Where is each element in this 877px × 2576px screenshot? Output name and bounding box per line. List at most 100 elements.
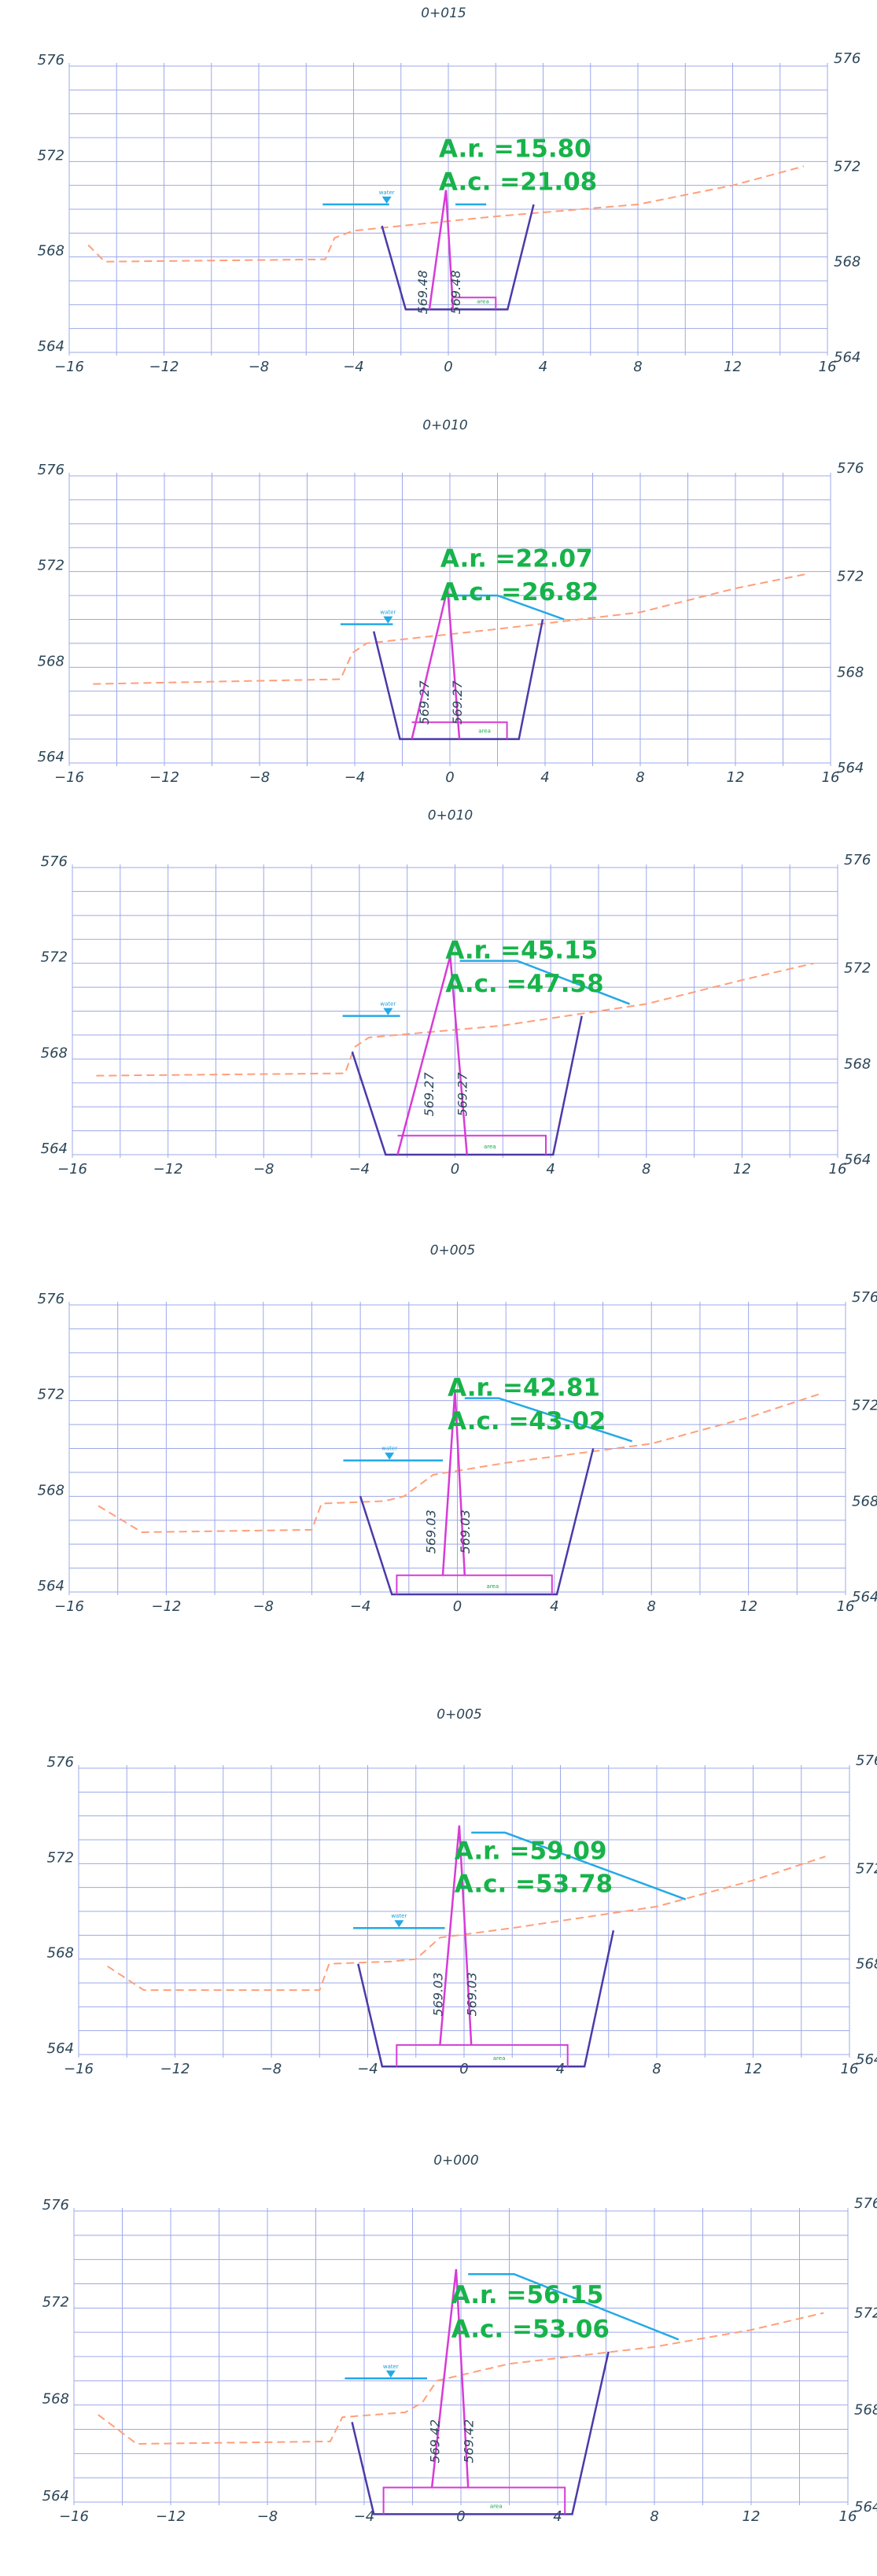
x-tick-label: 12 (733, 1161, 751, 1177)
section-panel: 0+005 −16 −12 −8 −4 0 4 8 12 16 576 572 568 564 576 572… (38, 1243, 877, 1615)
water-level-icon (394, 1920, 404, 1928)
y-tick-label-left: 564 (42, 2488, 69, 2504)
excavation-outline (381, 204, 535, 311)
x-tick-label: 16 (841, 2061, 859, 2077)
elevation-vertical-label: 569.03 (424, 1509, 439, 1553)
x-tick-label: −8 (252, 1598, 274, 1615)
y-tick-label-right: 568 (844, 1056, 871, 1072)
section-panel: 0+015 −16 −12 −8 −4 0 4 8 12 16 576 572 568 564 576 572… (38, 6, 861, 375)
terrain-line (98, 1392, 822, 1534)
x-tick-label: −8 (257, 2508, 278, 2525)
terrain-line (96, 962, 814, 1077)
cofferdam-outline (439, 1825, 473, 2046)
x-tick-label: −4 (354, 2508, 375, 2525)
x-tick-label: 0 (456, 2508, 465, 2525)
x-tick-label: 0 (444, 359, 452, 375)
water-level-icon (383, 616, 393, 624)
x-tick-label: −16 (54, 1598, 84, 1615)
elevation-vertical-label: 569.27 (422, 1072, 437, 1117)
x-tick-label: −4 (349, 1161, 370, 1177)
section-panel: 0+010 −16 −12 −8 −4 0 4 8 12 16 576 572 568 564 576 572… (38, 418, 864, 786)
water-level-tag: water (380, 610, 396, 616)
x-tick-label: 12 (724, 359, 742, 375)
x-tick-label: −4 (350, 1598, 371, 1615)
y-tick-label-right: 572 (856, 1860, 877, 1877)
y-tick-label-right: 572 (837, 569, 864, 585)
station-title: 0+005 (437, 1707, 482, 1723)
terrain-line (93, 573, 807, 685)
y-tick-label-left: 568 (38, 243, 64, 260)
x-tick-label: 16 (837, 1598, 855, 1615)
y-tick-label-right: 576 (854, 2195, 877, 2212)
x-tick-label: −16 (54, 769, 84, 786)
y-tick-label-right: 576 (834, 50, 860, 67)
elevation-vertical-label: 569.48 (448, 270, 463, 314)
y-tick-label-left: 572 (38, 147, 64, 164)
y-tick-label-left: 572 (38, 558, 64, 574)
x-tick-label: 8 (636, 769, 644, 786)
cofferdam-outline (411, 588, 461, 739)
x-tick-label: −12 (149, 769, 179, 786)
y-tick-label-right: 576 (844, 852, 871, 868)
x-tick-label: 16 (839, 2508, 857, 2525)
section-panel: 0+000 −16 −12 −8 −4 0 4 8 12 16 576 572 568 564 576 572… (42, 2153, 877, 2525)
x-tick-label: 4 (539, 359, 547, 375)
cofferdam-base (453, 297, 497, 310)
water-level-tag: water (391, 1913, 407, 1919)
excavation-outline (357, 1930, 615, 2068)
area-removal-label: A.r. =56.15 (451, 2281, 604, 2309)
x-tick-label: 0 (453, 1598, 462, 1615)
area-cut-label: A.c. =21.08 (439, 168, 597, 197)
ac-line (471, 1831, 687, 1900)
station-title: 0+000 (433, 2153, 479, 2169)
terrain-line (98, 2312, 824, 2445)
area-tag: area (478, 728, 491, 735)
elevation-vertical-label: 569.03 (430, 1972, 445, 2016)
section-panel: 0+010 −16 −12 −8 −4 0 4 8 12 16 576 572 568 564 576 572… (41, 808, 871, 1177)
x-tick-label: −16 (54, 359, 84, 375)
area-removal-label: A.r. =45.15 (445, 937, 598, 965)
cofferdam-base (382, 2486, 566, 2515)
y-tick-label-right: 568 (837, 664, 864, 680)
y-tick-label-right: 568 (856, 1956, 877, 1973)
elevation-vertical-label: 569.48 (415, 270, 430, 314)
x-tick-label: 16 (819, 359, 837, 375)
y-tick-label-right: 576 (852, 1289, 877, 1306)
cofferdam-outline (441, 1391, 466, 1575)
y-tick-label-left: 568 (38, 1482, 64, 1498)
y-tick-label-right: 564 (852, 1589, 877, 1605)
x-tick-label: 0 (451, 1161, 459, 1177)
y-tick-label-left: 576 (38, 462, 64, 478)
water-level-tag: water (381, 1446, 397, 1452)
x-tick-label: −8 (253, 1161, 275, 1177)
y-tick-label-right: 572 (852, 1398, 877, 1414)
elevation-vertical-label: 569.27 (450, 680, 465, 725)
x-tick-label: 16 (822, 769, 840, 786)
water-level-icon (383, 1008, 393, 1015)
y-tick-label-right: 576 (837, 460, 864, 477)
x-tick-label: 4 (546, 1161, 555, 1177)
y-tick-label-right: 564 (856, 2051, 877, 2068)
area-tag: area (493, 2055, 506, 2062)
x-tick-label: 0 (445, 769, 454, 786)
x-tick-label: −12 (153, 1161, 183, 1177)
x-tick-label: −8 (261, 2061, 282, 2077)
excavation-outline (351, 2351, 610, 2515)
y-tick-label-left: 576 (38, 52, 64, 68)
x-tick-label: −4 (343, 359, 364, 375)
y-tick-label-left: 564 (38, 338, 64, 355)
area-cut-label: A.c. =53.06 (451, 2315, 610, 2343)
x-tick-label: −12 (149, 359, 179, 375)
cofferdam-base (411, 721, 508, 739)
water-level-tag: water (380, 1001, 396, 1008)
x-tick-label: −8 (249, 769, 271, 786)
ac-line (455, 594, 565, 621)
y-tick-label-left: 576 (42, 2197, 69, 2213)
station-title: 0+005 (430, 1243, 476, 1259)
cofferdam-base (396, 2043, 569, 2067)
x-tick-label: 4 (550, 1598, 558, 1615)
area-tag: area (484, 1144, 496, 1150)
y-tick-label-left: 568 (41, 1045, 68, 1061)
elevation-vertical-label: 569.42 (427, 2419, 442, 2464)
elevation-vertical-label: 569.42 (461, 2419, 476, 2464)
